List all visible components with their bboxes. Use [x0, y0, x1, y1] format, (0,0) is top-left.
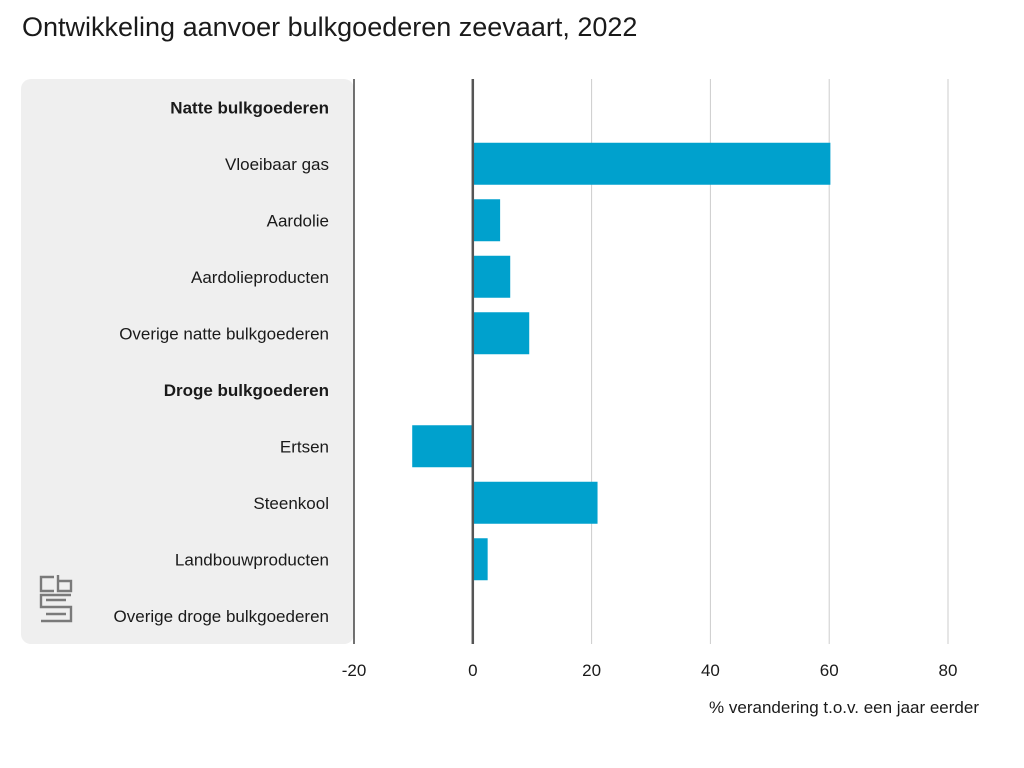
- x-tick-label: -20: [342, 661, 367, 680]
- label-panel: [21, 79, 354, 644]
- category-label: Landbouwproducten: [175, 550, 329, 569]
- x-tick-label: 0: [468, 661, 477, 680]
- x-tick-label: 80: [939, 661, 958, 680]
- bar: [472, 481, 598, 524]
- x-tick-labels: -20 0 20 40 60 80: [342, 661, 958, 680]
- cbs-logo-icon: [39, 575, 73, 623]
- bar: [472, 199, 501, 242]
- category-group-label: Droge bulkgoederen: [164, 381, 329, 400]
- x-tick-label: 20: [582, 661, 601, 680]
- bars: [412, 142, 831, 637]
- category-label: Ertsen: [280, 437, 329, 456]
- category-label: Overige natte bulkgoederen: [119, 324, 329, 343]
- x-tick-label: 40: [701, 661, 720, 680]
- x-axis-label: % verandering t.o.v. een jaar eerder: [709, 698, 979, 717]
- chart-title: Ontwikkeling aanvoer bulkgoederen zeevaa…: [22, 12, 638, 42]
- bar: [412, 425, 473, 468]
- category-label: Aardolieproducten: [191, 268, 329, 287]
- bar: [472, 142, 831, 185]
- bar: [472, 538, 488, 581]
- category-group-label: Natte bulkgoederen: [170, 98, 329, 117]
- bar: [472, 255, 511, 298]
- category-label: Vloeibaar gas: [225, 155, 329, 174]
- category-label: Aardolie: [267, 211, 329, 230]
- category-labels: Natte bulkgoederen Vloeibaar gas Aardolie A…: [114, 98, 329, 626]
- x-tick-label: 60: [820, 661, 839, 680]
- category-label: Steenkool: [253, 494, 329, 513]
- bar: [472, 312, 530, 355]
- category-label: Overige droge bulkgoederen: [114, 607, 329, 626]
